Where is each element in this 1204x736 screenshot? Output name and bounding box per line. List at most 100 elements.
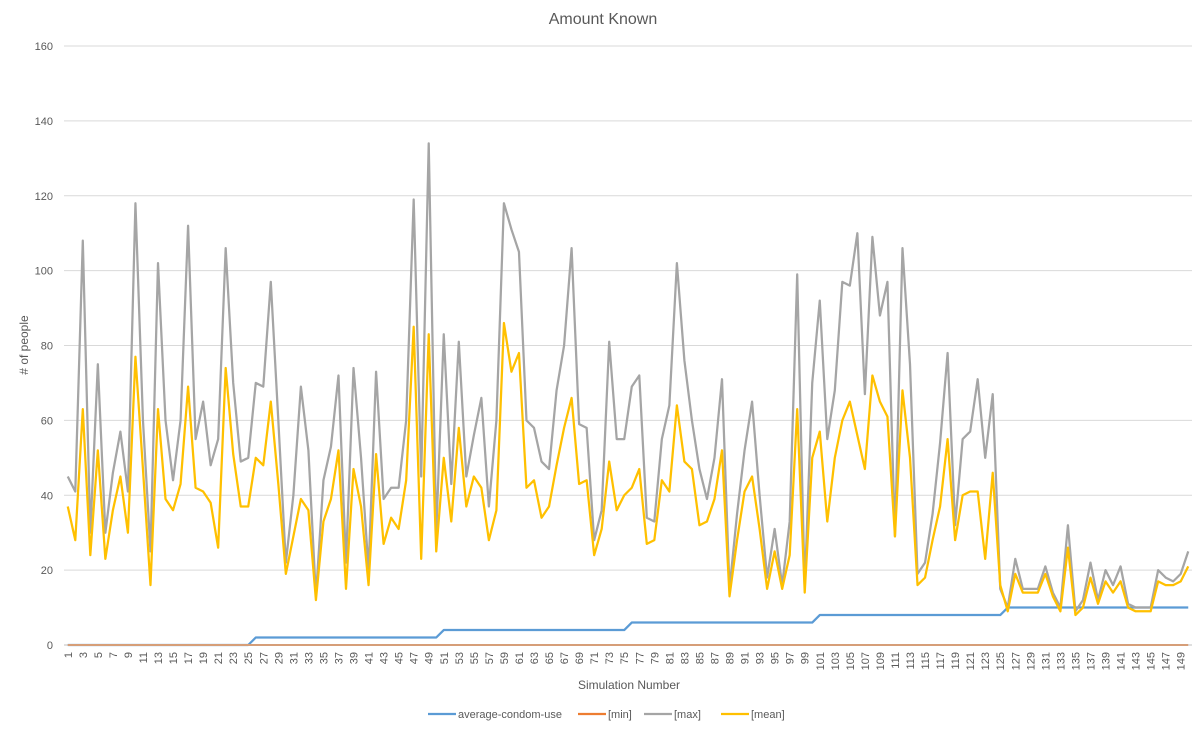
chart-title: Amount Known: [549, 11, 658, 28]
x-tick-label: 79: [649, 652, 661, 664]
x-tick-label: 115: [920, 652, 932, 670]
x-tick-label: 95: [770, 652, 782, 664]
x-tick-label: 35: [318, 652, 330, 664]
x-tick-label: 3: [78, 652, 90, 658]
y-tick-label: 0: [47, 640, 53, 652]
x-tick-label: 145: [1146, 652, 1158, 670]
x-tick-label: 41: [364, 652, 376, 664]
x-tick-label: 27: [258, 652, 270, 664]
x-tick-label: 69: [574, 652, 586, 664]
legend-item: [min]: [578, 709, 632, 721]
x-tick-label: 33: [303, 652, 315, 664]
x-tick-label: 81: [664, 652, 676, 664]
x-tick-label: 19: [198, 652, 210, 664]
x-tick-label: 15: [168, 652, 180, 664]
x-tick-label: 67: [559, 652, 571, 664]
x-tick-label: 137: [1085, 652, 1097, 670]
x-tick-label: 133: [1055, 652, 1067, 670]
x-tick-label: 13: [153, 652, 165, 664]
x-axis-title: Simulation Number: [578, 678, 680, 692]
x-tick-label: 17: [183, 652, 195, 664]
y-tick-label: 160: [35, 41, 53, 53]
legend-label: [max]: [674, 709, 701, 721]
x-tick-label: 97: [785, 652, 797, 664]
x-tick-label: 121: [965, 652, 977, 670]
x-tick-label: 117: [935, 652, 947, 670]
x-tick-label: 43: [379, 652, 391, 664]
x-tick-label: 61: [514, 652, 526, 664]
x-tick-label: 45: [394, 652, 406, 664]
x-tick-label: 63: [529, 652, 541, 664]
x-tick-label: 113: [905, 652, 917, 670]
x-tick-label: 29: [273, 652, 285, 664]
y-tick-label: 20: [41, 565, 53, 577]
series-line-average-condom-use: [67, 606, 1189, 647]
y-tick-label: 100: [35, 266, 53, 278]
y-tick-label: 140: [35, 116, 53, 128]
x-tick-label: 119: [950, 652, 962, 670]
x-tick-label: 109: [875, 652, 887, 670]
x-tick-label: 123: [980, 652, 992, 670]
x-tick-label: 71: [589, 652, 601, 664]
y-tick-label: 60: [41, 415, 53, 427]
x-tick-label: 107: [860, 652, 872, 670]
y-axis-title: # of people: [17, 315, 31, 375]
x-tick-label: 91: [740, 652, 752, 664]
legend-item: [max]: [644, 709, 701, 721]
x-tick-label: 111: [890, 652, 902, 669]
legend-item: average-condom-use: [428, 709, 562, 721]
x-tick-label: 49: [424, 652, 436, 664]
x-tick-label: 143: [1131, 652, 1143, 670]
legend: average-condom-use [min] [max] [mean]: [428, 709, 785, 721]
x-tick-label: 77: [634, 652, 646, 664]
x-tick-label: 83: [679, 652, 691, 664]
x-tick-label: 87: [709, 652, 721, 664]
x-tick-label: 89: [725, 652, 737, 664]
x-tick-label: 103: [830, 652, 842, 670]
x-tick-label: 53: [454, 652, 466, 664]
x-tick-label: 23: [228, 652, 240, 664]
x-tick-label: 125: [995, 652, 1007, 670]
x-tick-label: 11: [138, 652, 150, 663]
x-tick-label: 101: [815, 652, 827, 670]
x-tick-label: 5: [93, 652, 105, 658]
x-tick-label: 37: [333, 652, 345, 664]
x-tick-label: 73: [604, 652, 616, 664]
y-axis-ticks: 0 20 40 60 80 100 120 140 160: [35, 41, 53, 652]
x-tick-label: 65: [544, 652, 556, 664]
x-tick-label: 1: [63, 652, 75, 658]
x-tick-label: 75: [619, 652, 631, 664]
x-tick-label: 141: [1116, 652, 1128, 670]
x-tick-label: 9: [123, 652, 135, 658]
x-tick-label: 129: [1025, 652, 1037, 670]
series-line-max: [66, 142, 1190, 613]
x-tick-label: 55: [469, 652, 481, 664]
x-tick-label: 127: [1010, 652, 1022, 670]
x-tick-label: 149: [1176, 652, 1188, 670]
x-tick-label: 59: [499, 652, 511, 664]
x-tick-label: 85: [694, 652, 706, 664]
x-tick-label: 147: [1161, 652, 1173, 670]
x-tick-label: 93: [755, 652, 767, 664]
x-tick-label: 99: [800, 652, 812, 664]
x-tick-label: 25: [243, 652, 255, 664]
x-tick-label: 39: [349, 652, 361, 664]
legend-label: [min]: [608, 709, 632, 721]
y-tick-label: 40: [41, 490, 53, 502]
x-tick-label: 7: [108, 652, 120, 658]
x-tick-label: 31: [288, 652, 300, 664]
x-tick-label: 135: [1070, 652, 1082, 670]
legend-label: average-condom-use: [458, 709, 562, 721]
y-tick-label: 80: [41, 341, 53, 353]
legend-item: [mean]: [721, 709, 785, 721]
x-tick-label: 139: [1101, 652, 1113, 670]
x-axis-ticks: 1 3 5 7 9 11 13 15 17 19 21 23 25 27 29 31 33 35 37 39 41 43 4…: [63, 652, 1188, 670]
legend-label: [mean]: [751, 709, 785, 721]
series-line-mean: [66, 321, 1190, 617]
x-tick-label: 47: [409, 652, 421, 664]
x-tick-label: 57: [484, 652, 496, 664]
x-tick-label: 105: [845, 652, 857, 670]
x-tick-label: 21: [213, 652, 225, 664]
